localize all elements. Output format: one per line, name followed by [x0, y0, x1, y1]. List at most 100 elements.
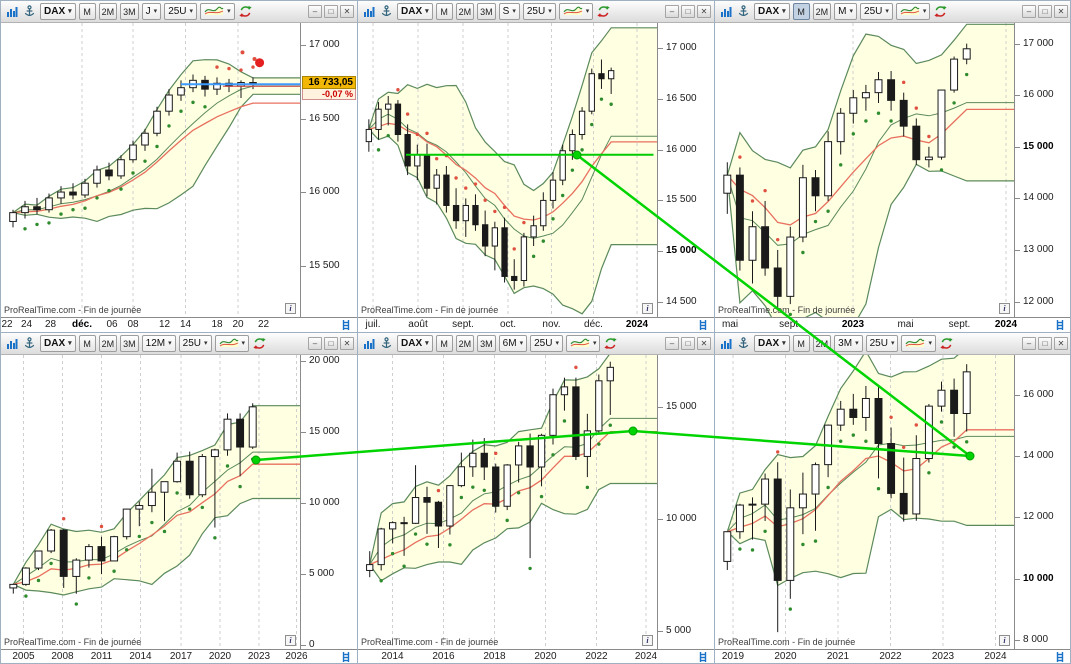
symbol-dropdown[interactable]: DAX ▾ — [40, 3, 76, 20]
price-axis[interactable]: 15 000 10 000 5 000 — [657, 355, 714, 649]
restore-button[interactable]: □ — [681, 5, 695, 18]
chart-bars-icon[interactable] — [4, 336, 19, 352]
plot-area[interactable]: ProRealTime.com - Fin de journée i — [715, 23, 1015, 317]
price-axis[interactable]: 17 000 16 500 16 000 15 500 16 733,05 -0,07 % — [301, 23, 357, 317]
axis-settings-icon[interactable] — [340, 651, 352, 663]
quick-timeframe-3m-button[interactable]: 3M — [120, 335, 139, 352]
units-dropdown[interactable]: 25U ▾ — [530, 335, 563, 352]
chart-style-dropdown[interactable]: ▾ — [901, 335, 936, 352]
quick-timeframe-2m-button[interactable]: 2M — [98, 3, 118, 20]
refresh-icon[interactable] — [933, 4, 948, 20]
axis-settings-icon[interactable] — [1054, 319, 1066, 334]
close-button[interactable]: ✕ — [697, 337, 711, 350]
quick-timeframe-3m-button[interactable]: 3M — [477, 335, 496, 352]
close-button[interactable]: ✕ — [697, 5, 711, 18]
time-axis[interactable]: mai sept. 2023 mai sept. 2024 — [715, 317, 1070, 334]
restore-button[interactable]: □ — [324, 5, 338, 18]
minimize-button[interactable]: ‒ — [308, 5, 322, 18]
anchor-icon[interactable] — [736, 4, 751, 20]
timeframe-dropdown[interactable]: 3M ▾ — [834, 335, 863, 352]
info-icon[interactable]: i — [642, 303, 653, 314]
anchor-icon[interactable] — [22, 336, 37, 352]
candlestick-chart[interactable] — [1, 23, 301, 317]
quick-timeframe-m-button[interactable]: M — [435, 3, 453, 20]
refresh-icon[interactable] — [238, 4, 253, 20]
plot-area[interactable]: ProRealTime.com - Fin de journée i — [358, 355, 658, 649]
minimize-button[interactable]: ‒ — [665, 337, 679, 350]
plot-area[interactable]: ProRealTime.com - Fin de journée i — [358, 23, 658, 317]
price-axis[interactable]: 17 000 16 000 15 000 14 000 13 000 12 000 — [1015, 23, 1070, 317]
quick-timeframe-m-button[interactable]: M — [435, 335, 453, 352]
candlestick-chart[interactable] — [358, 355, 658, 649]
time-axis[interactable]: 2005 2008 2011 2014 2017 2020 2023 2026 — [1, 649, 357, 663]
quick-timeframe-2m-button[interactable]: 2M — [455, 335, 475, 352]
quick-timeframe-m-button[interactable]: M — [792, 335, 810, 352]
minimize-button[interactable]: ‒ — [665, 5, 679, 18]
axis-settings-icon[interactable] — [697, 319, 709, 334]
quick-timeframe-2m-button[interactable]: 2M — [812, 335, 832, 352]
refresh-icon[interactable] — [939, 336, 954, 352]
units-dropdown[interactable]: 25U ▾ — [178, 335, 212, 352]
close-button[interactable]: ✕ — [1054, 337, 1068, 350]
quick-timeframe-2m-button[interactable]: 2M — [455, 3, 475, 20]
units-dropdown[interactable]: 25U ▾ — [860, 3, 893, 20]
info-icon[interactable]: i — [285, 635, 296, 646]
axis-settings-icon[interactable] — [697, 651, 709, 663]
axis-settings-icon[interactable] — [1054, 651, 1066, 663]
info-icon[interactable]: i — [999, 303, 1010, 314]
info-icon[interactable]: i — [642, 635, 653, 646]
units-dropdown[interactable]: 25U ▾ — [522, 3, 556, 20]
plot-area[interactable]: ProRealTime.com - Fin de journée i — [1, 23, 301, 317]
minimize-button[interactable]: ‒ — [1022, 337, 1036, 350]
axis-settings-icon[interactable] — [340, 319, 352, 334]
chart-style-dropdown[interactable]: ▾ — [565, 335, 601, 352]
quick-timeframe-2m-button[interactable]: 2M — [98, 335, 118, 352]
chart-style-dropdown[interactable]: ▾ — [214, 335, 250, 352]
refresh-icon[interactable] — [603, 336, 618, 352]
time-axis[interactable]: 2014 2016 2018 2020 2022 2024 — [358, 649, 714, 663]
plot-area[interactable]: ProRealTime.com - Fin de journée i — [715, 355, 1015, 649]
timeframe-dropdown[interactable]: J ▾ — [141, 3, 162, 20]
price-axis[interactable]: 16 000 14 000 12 000 10 000 8 000 — [1014, 355, 1070, 649]
candlestick-chart[interactable] — [715, 355, 1015, 649]
restore-button[interactable]: □ — [1038, 5, 1052, 18]
chart-bars-icon[interactable] — [718, 336, 733, 352]
anchor-icon[interactable] — [379, 4, 394, 20]
restore-button[interactable]: □ — [681, 337, 695, 350]
units-dropdown[interactable]: 25U ▾ — [164, 3, 198, 20]
candlestick-chart[interactable] — [1, 355, 301, 649]
quick-timeframe-m-button[interactable]: M — [78, 3, 96, 20]
chart-bars-icon[interactable] — [718, 4, 733, 20]
plot-area[interactable]: ProRealTime.com - Fin de journée i — [1, 355, 301, 649]
timeframe-dropdown[interactable]: S ▾ — [498, 3, 520, 20]
quick-timeframe-m-button[interactable]: M — [792, 3, 810, 20]
time-axis[interactable]: 22 24 28 déc. 06 08 12 14 18 20 22 — [1, 317, 357, 332]
quick-timeframe-2m-button[interactable]: 2M — [812, 3, 832, 20]
close-button[interactable]: ✕ — [340, 5, 354, 18]
time-axis[interactable]: juil. août sept. oct. nov. déc. 2024 — [358, 317, 714, 332]
time-axis[interactable]: 2019 2020 2021 2022 2023 2024 — [715, 649, 1070, 663]
restore-button[interactable]: □ — [1038, 337, 1052, 350]
restore-button[interactable]: □ — [324, 337, 338, 350]
price-axis[interactable]: 17 000 16 500 16 000 15 500 15 000 14 500 — [658, 23, 714, 317]
anchor-icon[interactable] — [379, 336, 394, 352]
refresh-icon[interactable] — [252, 336, 267, 352]
timeframe-dropdown[interactable]: M ▾ — [834, 3, 858, 20]
anchor-icon[interactable] — [736, 336, 751, 352]
info-icon[interactable]: i — [999, 635, 1010, 646]
quick-timeframe-m-button[interactable]: M — [78, 335, 96, 352]
chart-style-dropdown[interactable]: ▾ — [558, 3, 594, 20]
chart-style-dropdown[interactable]: ▾ — [200, 3, 235, 20]
timeframe-dropdown[interactable]: 12M ▾ — [141, 335, 176, 352]
timeframe-dropdown[interactable]: 6M ▾ — [498, 335, 528, 352]
refresh-icon[interactable] — [596, 4, 611, 20]
chart-bars-icon[interactable] — [361, 336, 376, 352]
symbol-dropdown[interactable]: DAX ▾ — [40, 335, 76, 352]
symbol-dropdown[interactable]: DAX ▾ — [754, 3, 790, 20]
chart-bars-icon[interactable] — [4, 4, 19, 20]
symbol-dropdown[interactable]: DAX ▾ — [754, 335, 790, 352]
quick-timeframe-3m-button[interactable]: 3M — [477, 3, 496, 20]
units-dropdown[interactable]: 25U ▾ — [865, 335, 899, 352]
price-axis[interactable]: 20 000 15 000 10 000 5 000 0 — [300, 355, 357, 650]
candlestick-chart[interactable] — [358, 23, 658, 317]
